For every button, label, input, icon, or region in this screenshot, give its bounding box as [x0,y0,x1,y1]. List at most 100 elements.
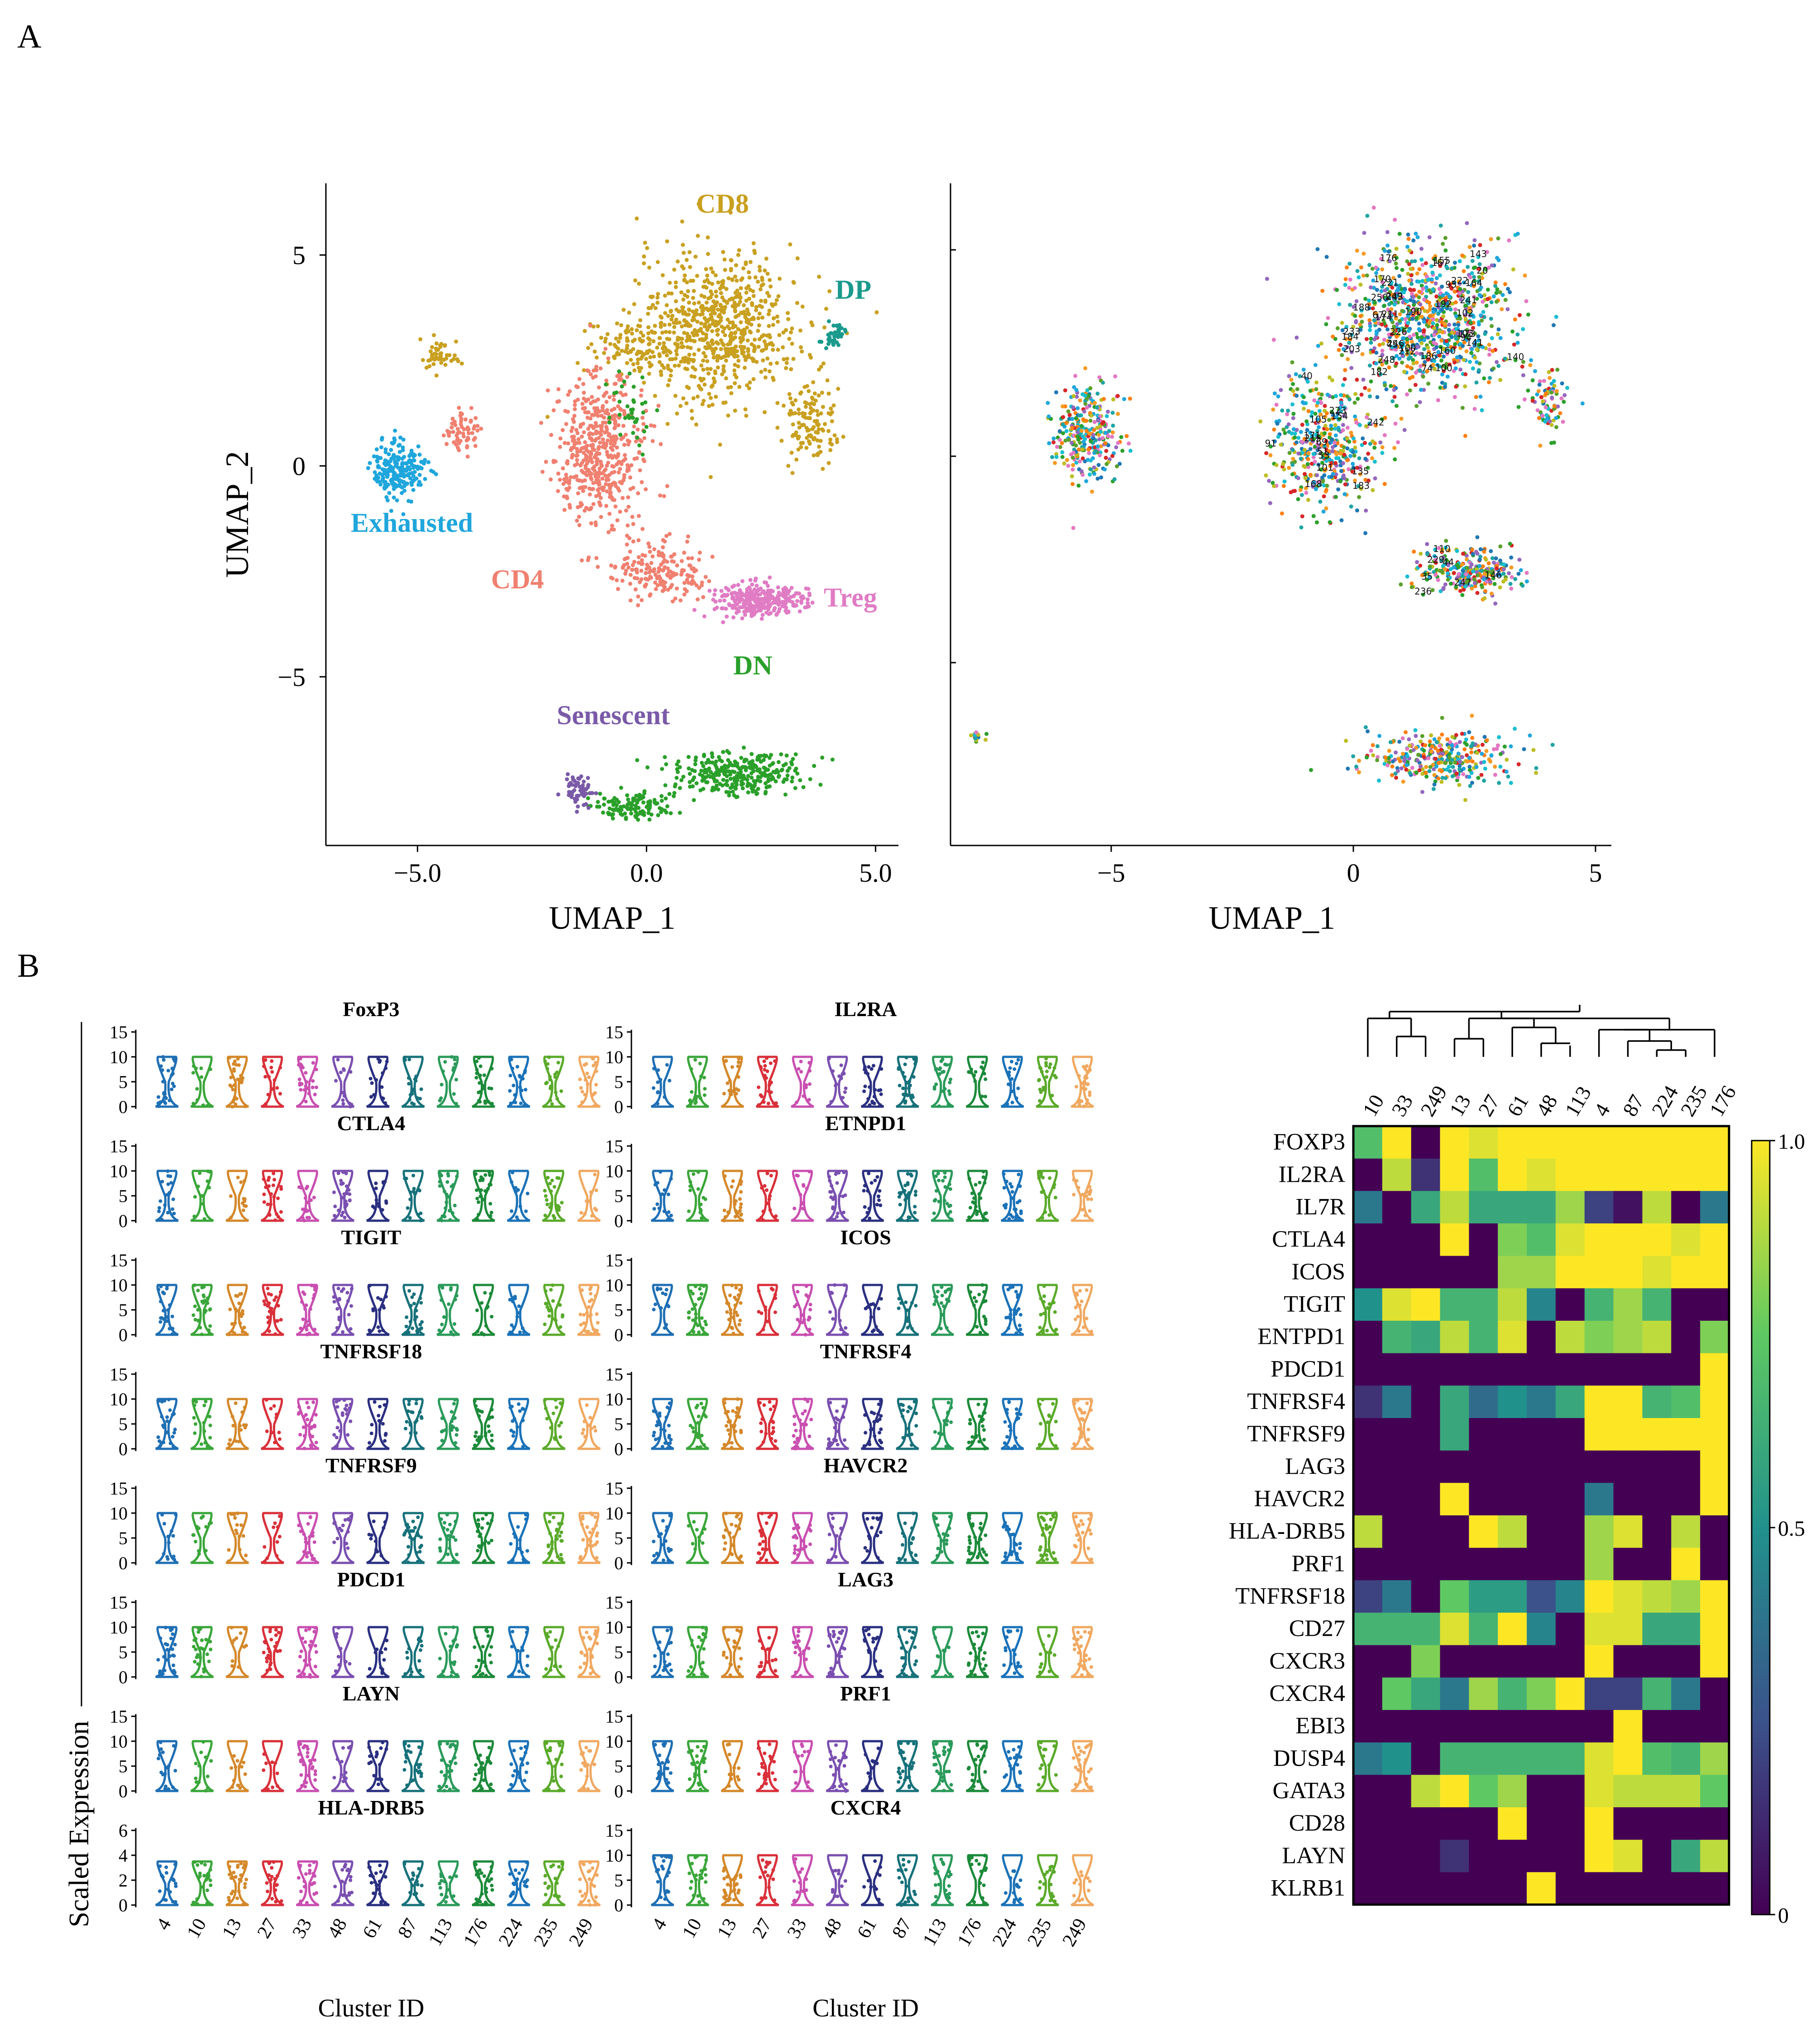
umap1-point [743,407,748,411]
umap1-point [459,425,464,429]
umap2-point [1095,444,1100,449]
umap1-point [690,556,694,560]
umap2-point [1437,259,1442,263]
umap1-point [667,337,672,342]
umap1-point [764,611,769,615]
umap1-point [836,387,841,391]
panel-b-label: B [17,947,39,984]
umap1-point [585,444,589,448]
umap1-point [398,435,403,440]
umap2-point [1295,387,1299,392]
umap1-point [715,300,719,305]
umap1-point [602,796,607,801]
umap1-point [629,349,633,354]
umap1-point [571,417,575,421]
umap2-point [1358,314,1363,318]
umap2-point [1424,774,1429,779]
umap2-point [1406,272,1410,276]
umap2-point [1440,330,1445,334]
umap1-point [661,583,666,587]
umap1-point [692,358,696,363]
umap1-point [756,602,760,606]
umap2-point [1283,431,1287,435]
umap2-point [1397,232,1402,236]
umap1-point [614,455,619,460]
umap1-point [456,430,461,435]
umap1-point [584,787,588,791]
umap1-point [377,471,382,476]
umap1-point [631,563,635,567]
umap1-point [774,612,779,617]
umap1-point [618,510,622,514]
umap1-point [740,605,745,610]
umap1-point [831,323,836,328]
umap1-point [761,758,766,762]
umap2-point [1513,577,1518,581]
umap1-point [461,431,465,436]
umap1-point [604,482,608,487]
umap2-point [1442,369,1446,373]
umap1-point [692,352,697,357]
umap1-point [750,609,755,614]
umap1-point [650,554,655,559]
umap1-point [763,368,768,372]
umap2-point [1286,408,1290,413]
umap2-point [1092,465,1096,470]
umap1-point [598,792,602,796]
umap1-point [432,333,436,337]
umap1-point [595,406,599,411]
umap1-point [567,481,571,486]
umap1-point [765,592,770,597]
umap2-point [1408,388,1412,393]
umap1-point [784,777,789,782]
umap2-point [1431,287,1435,292]
umap2-point [1462,358,1466,362]
umap1-point [729,268,733,272]
umap1-point [720,325,724,329]
umap2-point [1357,275,1361,280]
umap2-point [1095,477,1100,481]
umap1-point [796,447,801,452]
umap1-point [604,504,608,508]
umap1-point [757,754,761,758]
umap1-point [746,790,750,795]
umap1-point [732,346,737,350]
umap1-point [665,484,669,488]
umap2-point [1072,385,1076,389]
umap1-point [579,558,584,563]
umap1-point [588,416,593,420]
umap2-point [1513,726,1517,731]
umap2-point [1394,775,1398,780]
umap1-point [781,592,786,597]
umap1-point [669,291,674,296]
umap1-point [733,308,737,313]
umap2-point [1411,306,1416,311]
umap1-point [730,769,735,774]
umap1-point [625,542,629,547]
umap1-point [689,409,694,413]
umap1-point [457,406,461,410]
umap2-point [1374,332,1379,336]
umap2-point [1070,440,1074,445]
umap1-point [444,356,449,361]
umap1-point [693,312,698,316]
umap2-point [1116,441,1120,445]
umap1-point [729,332,733,337]
umap2-point [1473,331,1477,336]
umap1-point [697,550,702,555]
umap1-point [633,420,637,424]
umap2-point [1440,284,1444,289]
umap2-point [1498,336,1503,340]
umap2-point [1347,262,1352,266]
umap2-point [1387,302,1391,306]
umap2-point [1476,279,1481,284]
umap2-point [1336,456,1341,460]
umap1-point [768,278,772,282]
umap1-point [734,314,739,319]
umap1-point [775,314,779,319]
umap1-point [663,311,668,315]
umap1-point [636,514,641,518]
umap1-point [799,595,803,599]
umap2-point [1495,332,1500,336]
umap2-point [1374,265,1378,270]
